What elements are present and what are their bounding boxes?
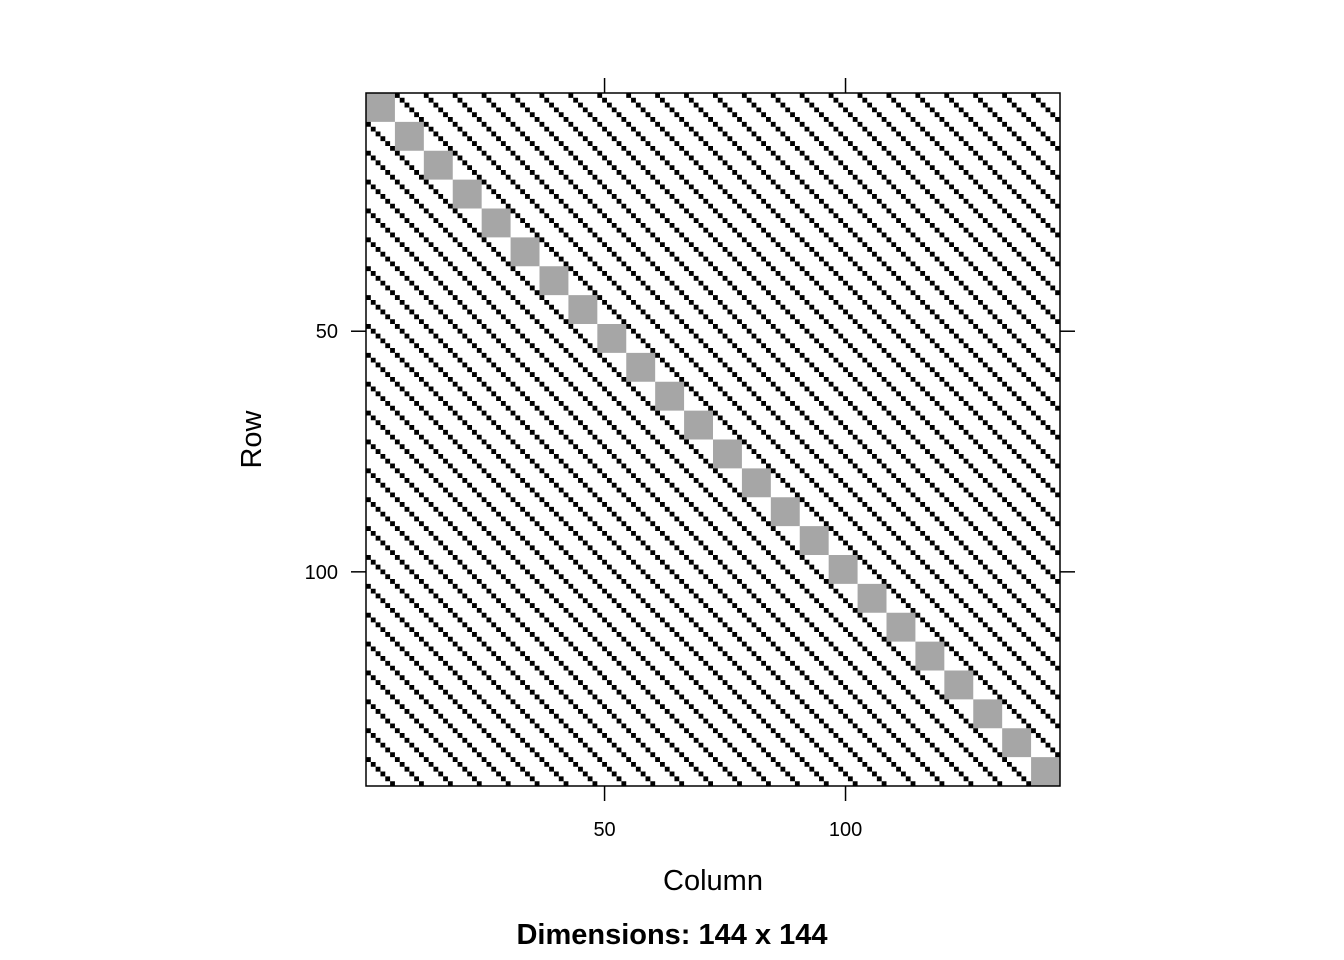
diagonal-block bbox=[944, 670, 974, 700]
band-offset-126 bbox=[973, 93, 1060, 180]
band-offset--108 bbox=[366, 612, 540, 787]
band-offset--6 bbox=[366, 121, 1032, 787]
diagonal-block bbox=[1031, 757, 1060, 786]
band-offset--90 bbox=[366, 526, 627, 787]
band-offset-84 bbox=[770, 93, 1060, 382]
diagonal-block bbox=[568, 295, 598, 324]
diagonal-block bbox=[684, 410, 713, 440]
x-tick-label: 100 bbox=[829, 819, 862, 841]
band-offset-102 bbox=[857, 93, 1060, 296]
band-offset--96 bbox=[366, 555, 598, 787]
band-offset-60 bbox=[655, 93, 1060, 498]
axis-ticks: 50 100 50 100 bbox=[305, 78, 1075, 841]
diagonal-block bbox=[770, 497, 800, 527]
band-offset-12 bbox=[423, 93, 1060, 729]
diagonal-block bbox=[915, 641, 945, 671]
band-offset--12 bbox=[366, 150, 1003, 787]
band-offset--72 bbox=[366, 439, 713, 787]
y-axis-title: Row bbox=[236, 409, 268, 468]
plot-frame bbox=[365, 92, 1061, 787]
diagonal-block bbox=[857, 583, 887, 613]
diagonal-block bbox=[510, 237, 540, 267]
band-offset-48 bbox=[597, 93, 1060, 556]
diagonal-block bbox=[366, 93, 395, 122]
band-offset-66 bbox=[684, 93, 1060, 469]
matrix-cells bbox=[366, 93, 1060, 787]
band-offset--120 bbox=[366, 670, 482, 787]
diagonal-block bbox=[423, 150, 453, 180]
band-offset-36 bbox=[539, 93, 1060, 613]
band-offset--66 bbox=[366, 410, 742, 787]
band-offset--126 bbox=[366, 699, 453, 787]
band-offset--102 bbox=[366, 583, 569, 787]
diagonal-block bbox=[799, 526, 829, 555]
band-offset-108 bbox=[886, 93, 1060, 267]
band-offset-96 bbox=[828, 93, 1060, 325]
band-offset-18 bbox=[452, 93, 1060, 700]
band-offset-114 bbox=[915, 93, 1060, 238]
band-offset--18 bbox=[366, 179, 974, 787]
diagonal-block bbox=[828, 555, 858, 584]
chart-caption: Dimensions: 144 x 144 bbox=[516, 919, 827, 951]
y-tick-label: 100 bbox=[305, 562, 338, 584]
band-offset-138 bbox=[1031, 93, 1060, 122]
band-offset--30 bbox=[366, 237, 916, 787]
diagonal-block bbox=[655, 381, 685, 411]
band-offset--60 bbox=[366, 381, 771, 787]
band-offset--36 bbox=[366, 266, 887, 787]
band-offset-30 bbox=[510, 93, 1060, 642]
diagonal-block bbox=[626, 352, 656, 382]
band-offset--48 bbox=[366, 324, 829, 787]
diagonal-block bbox=[539, 266, 569, 296]
band-offset-120 bbox=[944, 93, 1060, 209]
diagonal-block bbox=[713, 439, 742, 469]
y-tick-label: 50 bbox=[316, 321, 338, 343]
band-offset-90 bbox=[799, 93, 1060, 353]
diagonal-block bbox=[481, 208, 511, 238]
band-offset-132 bbox=[1002, 93, 1060, 151]
diagonal-block bbox=[452, 179, 482, 209]
x-axis-title: Column bbox=[663, 865, 763, 897]
diagonal-block bbox=[973, 699, 1003, 729]
band-offset--42 bbox=[366, 295, 858, 787]
diagonal-block bbox=[1002, 728, 1032, 758]
band-offset-42 bbox=[568, 93, 1060, 584]
band-offset--114 bbox=[366, 641, 511, 787]
diagonal-block bbox=[886, 612, 916, 642]
band-offset--138 bbox=[366, 757, 395, 787]
band-offset--132 bbox=[366, 728, 424, 787]
band-offset--54 bbox=[366, 352, 800, 787]
band-offset-54 bbox=[626, 93, 1060, 527]
band-offset-78 bbox=[741, 93, 1060, 411]
band-offset-72 bbox=[713, 93, 1060, 440]
diagonal-block bbox=[597, 324, 627, 353]
diagonal-block bbox=[394, 121, 424, 151]
band-offset-24 bbox=[481, 93, 1060, 671]
band-offset--78 bbox=[366, 468, 685, 787]
band-offset-6 bbox=[394, 93, 1060, 758]
diagonal-block bbox=[741, 468, 771, 498]
x-tick-label: 50 bbox=[593, 819, 615, 841]
band-offset--24 bbox=[366, 208, 945, 787]
